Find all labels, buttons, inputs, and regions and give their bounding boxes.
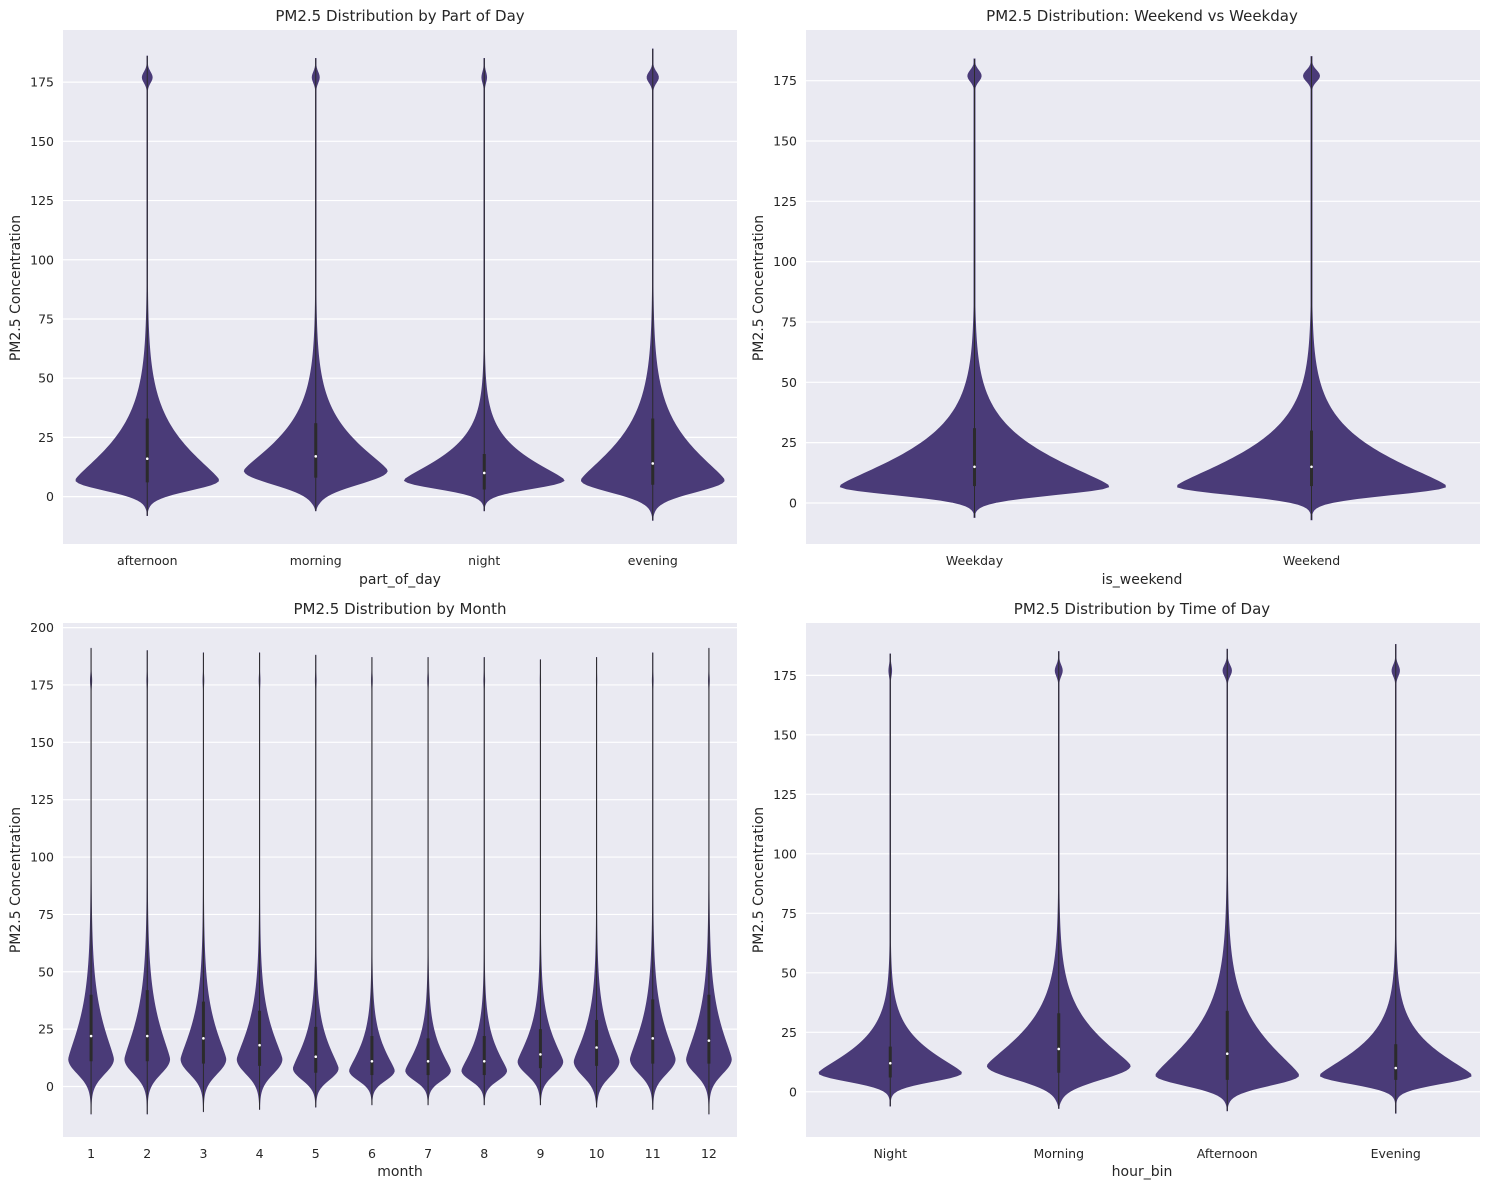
- panel-part-of-day: PM2.5 Distribution by Part of Day part_o…: [8, 7, 737, 588]
- chart-title: PM2.5 Distribution by Time of Day: [1014, 600, 1271, 618]
- y-tick-label: 50: [781, 965, 797, 980]
- x-tick-label: night: [468, 553, 500, 568]
- y-tick-label: 125: [773, 194, 797, 209]
- x-tick-label: 9: [536, 1146, 544, 1161]
- y-tick-label: 125: [30, 792, 54, 807]
- y-tick-label: 175: [30, 677, 54, 692]
- x-axis-label: part_of_day: [359, 572, 441, 588]
- median-marker: [482, 471, 486, 475]
- x-tick-label: 11: [645, 1146, 661, 1161]
- y-tick-label: 0: [46, 489, 54, 504]
- x-tick-label: 7: [424, 1146, 432, 1161]
- x-tick-label: afternoon: [117, 553, 178, 568]
- median-marker: [707, 1039, 711, 1042]
- median-marker: [370, 1059, 374, 1063]
- y-tick-label: 175: [30, 75, 54, 90]
- median-marker: [651, 462, 655, 465]
- y-tick-label: 150: [773, 727, 797, 742]
- y-tick-label: 0: [789, 1084, 797, 1099]
- x-axis-label: is_weekend: [1102, 572, 1183, 588]
- panel-time-of-day: PM2.5 Distribution by Time of Day hour_b…: [751, 600, 1480, 1180]
- x-tick-label: 10: [589, 1146, 605, 1161]
- panel-weekend-vs-weekday: PM2.5 Distribution: Weekend vs Weekday i…: [751, 7, 1480, 588]
- median-marker: [145, 457, 149, 461]
- y-tick-label: 0: [789, 495, 797, 510]
- median-marker: [314, 1055, 318, 1058]
- median-marker: [1394, 1066, 1398, 1070]
- median-marker: [89, 1034, 93, 1038]
- x-tick-label: Afternoon: [1197, 1146, 1258, 1161]
- x-tick-label: Morning: [1033, 1146, 1084, 1161]
- x-tick-label: evening: [628, 553, 678, 568]
- median-marker: [314, 455, 318, 458]
- panel-by-month: PM2.5 Distribution by Month month PM2.5 …: [8, 600, 737, 1180]
- chart-title: PM2.5 Distribution: Weekend vs Weekday: [986, 7, 1298, 25]
- x-tick-label: Weekday: [946, 553, 1004, 568]
- chart-title: PM2.5 Distribution by Part of Day: [275, 7, 524, 25]
- median-marker: [973, 465, 976, 469]
- y-tick-label: 50: [38, 371, 54, 386]
- y-tick-label: 50: [38, 964, 54, 979]
- median-marker: [651, 1037, 655, 1040]
- median-marker: [539, 1053, 542, 1056]
- median-marker: [1225, 1052, 1229, 1056]
- x-axis-label: month: [377, 1164, 422, 1180]
- y-tick-label: 175: [773, 668, 797, 683]
- y-tick-label: 150: [773, 134, 797, 149]
- y-tick-label: 100: [773, 846, 797, 861]
- y-axis-label: PM2.5 Concentration: [751, 215, 767, 361]
- y-tick-label: 75: [38, 311, 54, 326]
- x-tick-label: 4: [256, 1146, 264, 1161]
- y-tick-label: 150: [30, 134, 54, 149]
- median-marker: [426, 1059, 430, 1063]
- median-marker: [888, 1061, 892, 1065]
- median-marker: [1057, 1047, 1061, 1051]
- y-tick-label: 100: [30, 850, 54, 865]
- median-marker: [145, 1034, 149, 1038]
- y-tick-label: 25: [781, 1025, 797, 1040]
- y-tick-label: 25: [38, 1022, 54, 1037]
- x-tick-label: morning: [290, 553, 342, 568]
- y-tick-label: 75: [38, 907, 54, 922]
- median-marker: [202, 1037, 205, 1040]
- y-tick-label: 100: [773, 254, 797, 269]
- y-tick-label: 100: [30, 252, 54, 267]
- x-tick-label: 6: [368, 1146, 376, 1161]
- median-marker: [1310, 465, 1313, 469]
- y-tick-label: 75: [781, 906, 797, 921]
- median-marker: [482, 1059, 486, 1063]
- chart-title: PM2.5 Distribution by Month: [293, 600, 506, 618]
- y-tick-label: 125: [30, 193, 54, 208]
- y-tick-label: 25: [781, 435, 797, 450]
- x-tick-label: Evening: [1371, 1146, 1421, 1161]
- y-tick-label: 25: [38, 430, 54, 445]
- y-tick-label: 150: [30, 735, 54, 750]
- y-tick-label: 125: [773, 787, 797, 802]
- x-tick-label: 3: [199, 1146, 207, 1161]
- y-tick-label: 50: [781, 375, 797, 390]
- x-tick-label: 8: [480, 1146, 488, 1161]
- x-tick-label: 1: [87, 1146, 95, 1161]
- x-tick-label: 2: [143, 1146, 151, 1161]
- plot-area: [63, 623, 737, 1137]
- median-marker: [258, 1043, 261, 1047]
- y-tick-label: 175: [773, 73, 797, 88]
- x-axis-label: hour_bin: [1112, 1164, 1173, 1180]
- x-tick-label: Night: [873, 1146, 907, 1161]
- x-tick-label: 12: [701, 1146, 717, 1161]
- y-tick-label: 75: [781, 314, 797, 329]
- y-axis-label: PM2.5 Concentration: [8, 215, 24, 361]
- y-axis-label: PM2.5 Concentration: [751, 807, 767, 953]
- y-tick-label: 0: [46, 1079, 54, 1094]
- y-tick-label: 200: [30, 620, 54, 635]
- y-axis-label: PM2.5 Concentration: [8, 807, 24, 953]
- median-marker: [595, 1046, 598, 1049]
- x-tick-label: Weekend: [1283, 553, 1340, 568]
- x-tick-label: 5: [312, 1146, 320, 1161]
